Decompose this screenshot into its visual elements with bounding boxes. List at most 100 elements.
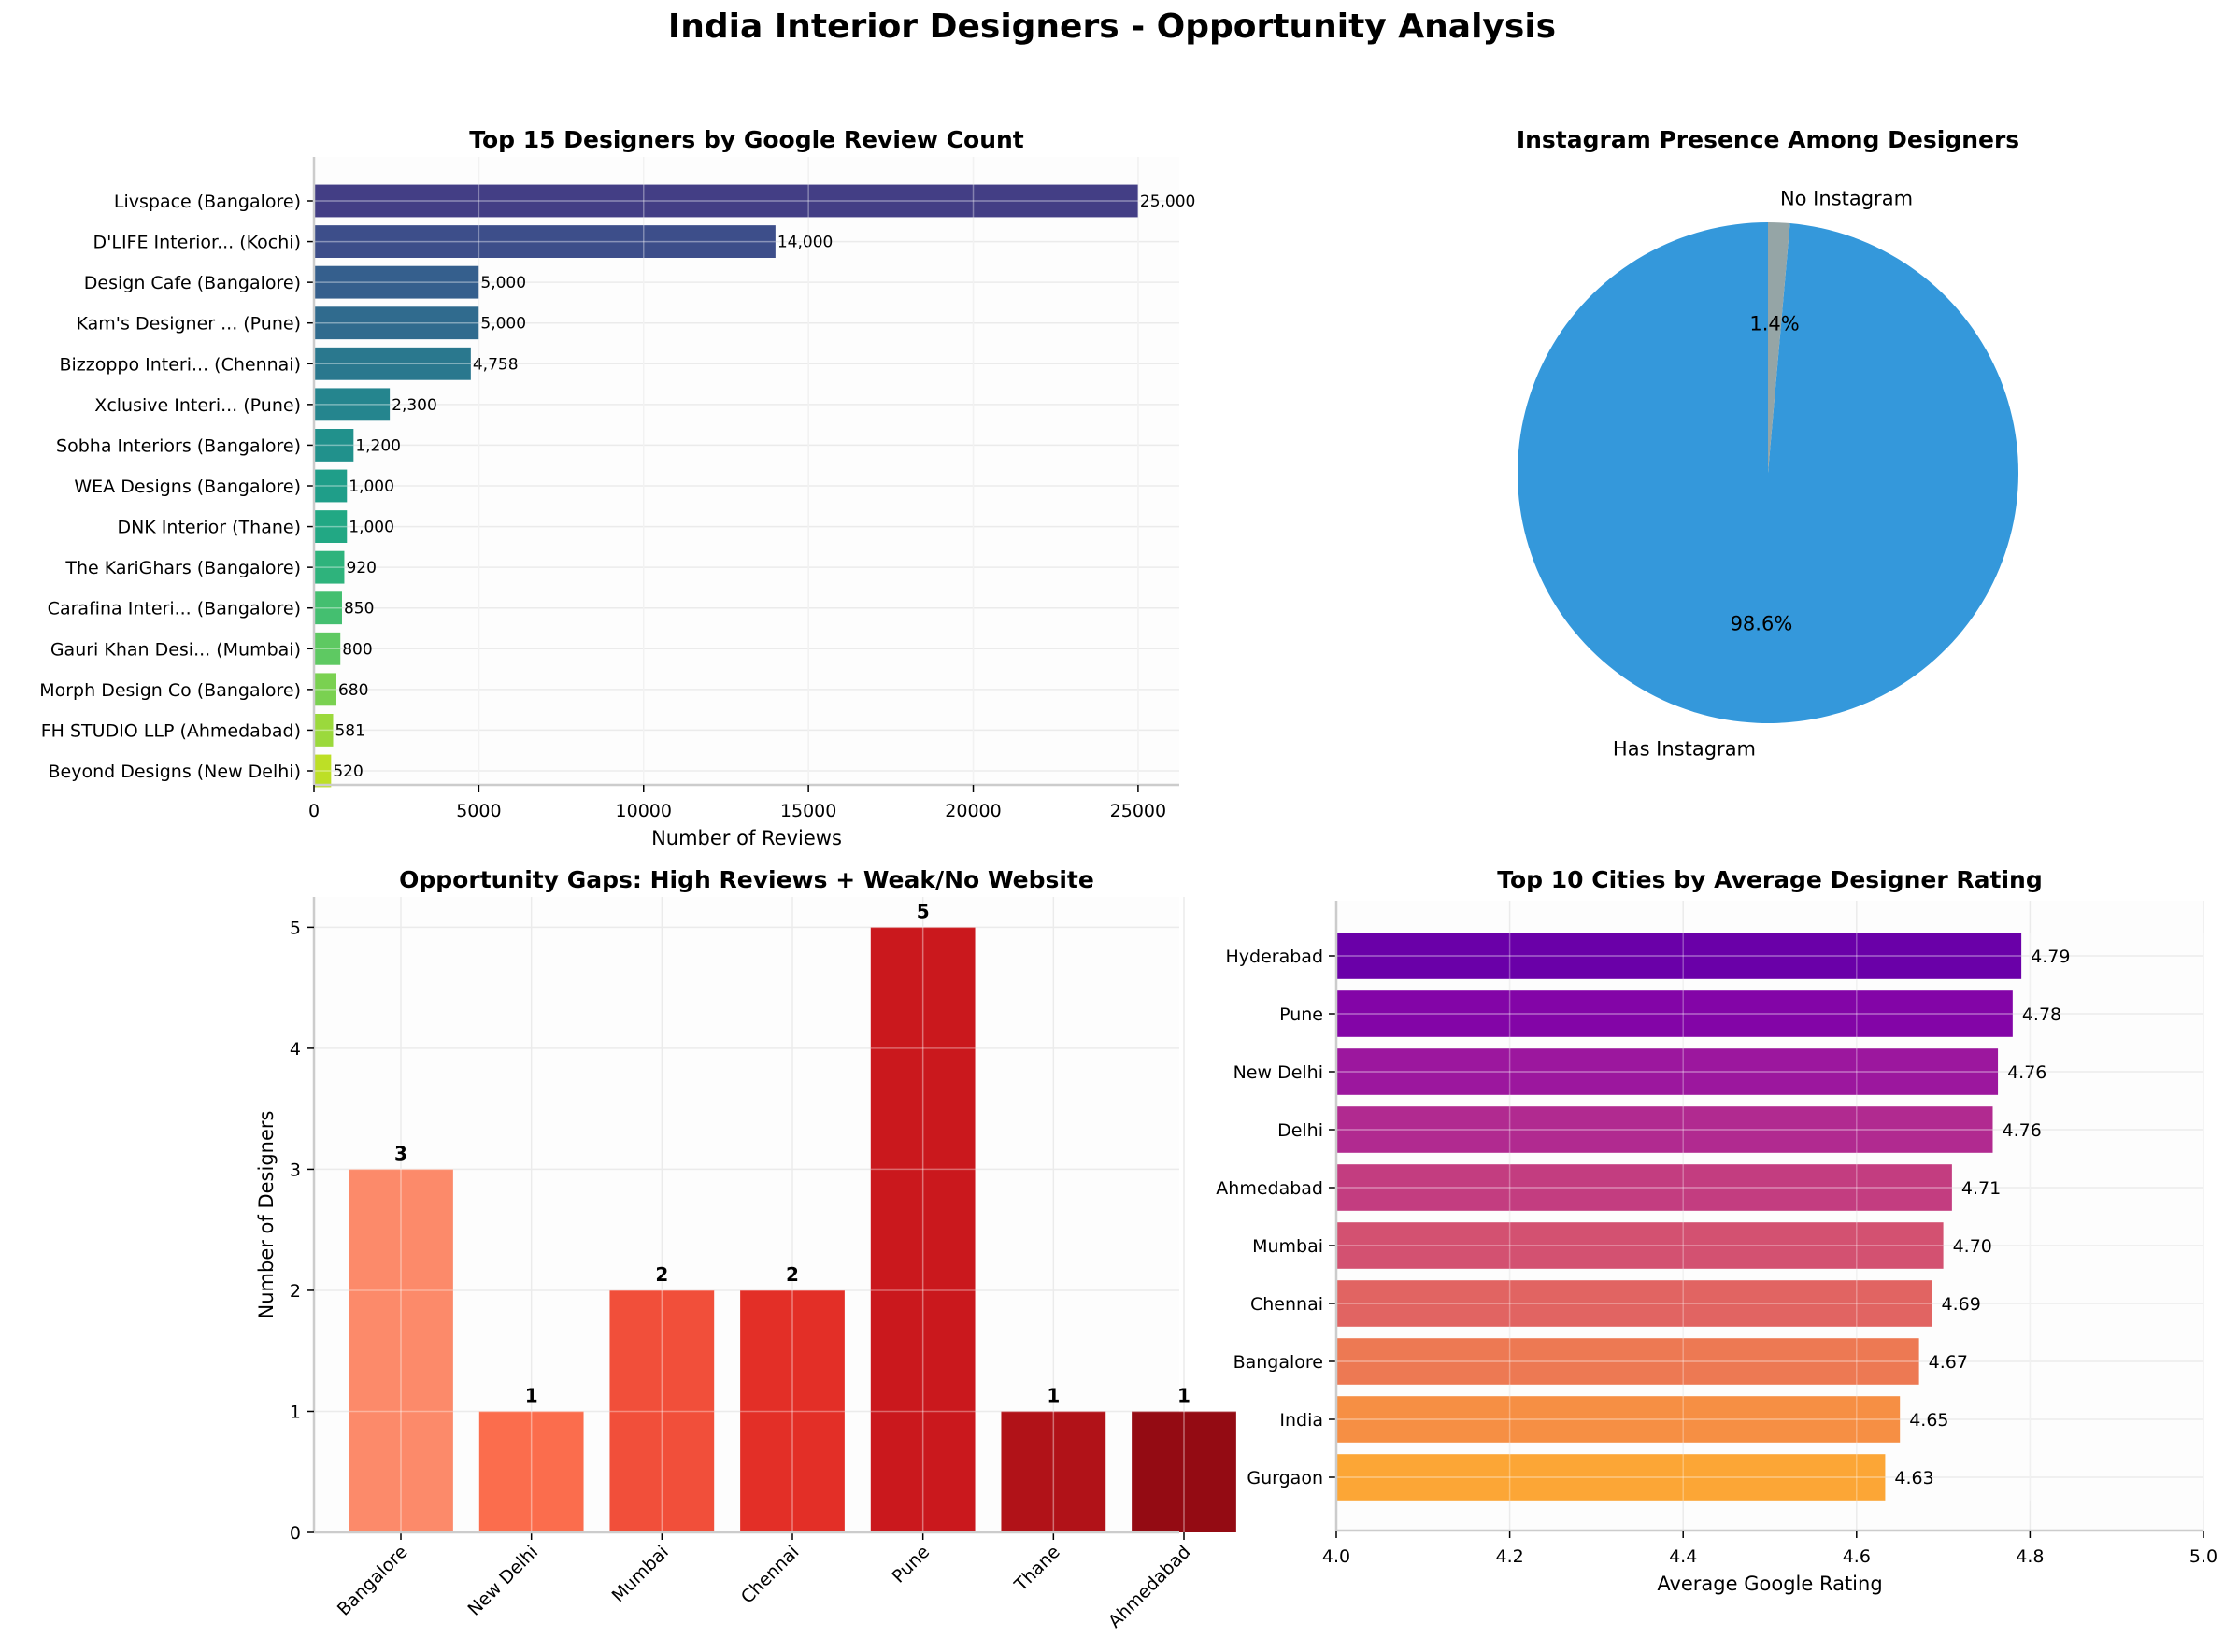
bar-value-label: 1 bbox=[1177, 1384, 1190, 1406]
y-tick-label: Delhi bbox=[1277, 1120, 1323, 1141]
chart-title: Opportunity Gaps: High Reviews + Weak/No… bbox=[399, 866, 1094, 893]
bar-value-label: 680 bbox=[338, 681, 368, 700]
bar bbox=[314, 469, 348, 503]
bar-value-label: 1,000 bbox=[349, 477, 394, 496]
bar-value-label: 4.67 bbox=[1929, 1352, 1968, 1373]
bar bbox=[740, 1289, 845, 1532]
bar-value-label: 920 bbox=[346, 559, 376, 577]
pie-label: No Instagram bbox=[1780, 187, 1913, 209]
instagram-pie-chart: Instagram Presence Among Designers Has In… bbox=[1517, 126, 2019, 761]
x-tick-label: Ahmedabad bbox=[1105, 1542, 1195, 1632]
bar bbox=[314, 550, 345, 584]
bar bbox=[870, 927, 976, 1532]
x-tick-label: 4.8 bbox=[2016, 1546, 2044, 1567]
bar-value-label: 1,000 bbox=[349, 519, 394, 537]
bar bbox=[314, 510, 348, 543]
pie-label: Has Instagram bbox=[1613, 738, 1756, 761]
y-tick-label: New Delhi bbox=[1233, 1062, 1323, 1083]
bar-value-label: 4.70 bbox=[1953, 1236, 1992, 1257]
pie-slice bbox=[1768, 222, 1790, 473]
bar-value-label: 14,000 bbox=[777, 234, 833, 252]
y-axis-label: Number of Designers bbox=[255, 1111, 278, 1319]
y-tick-label: WEA Designs (Bangalore) bbox=[74, 477, 301, 497]
y-tick-label: Livspace (Bangalore) bbox=[114, 192, 301, 212]
bar-value-label: 4.65 bbox=[1909, 1410, 1948, 1431]
pie-pct-label: 1.4% bbox=[1749, 312, 1799, 335]
bar-value-label: 4.71 bbox=[1961, 1178, 2001, 1199]
x-tick-label: 4.4 bbox=[1669, 1546, 1697, 1567]
bar bbox=[349, 1169, 453, 1532]
y-tick-label: The KariGhars (Bangalore) bbox=[64, 558, 301, 578]
x-tick-label: 15000 bbox=[780, 801, 836, 821]
y-tick-label: 3 bbox=[290, 1160, 301, 1180]
y-tick-label: 4 bbox=[290, 1039, 301, 1060]
bar bbox=[314, 714, 334, 747]
x-tick-label: 4.6 bbox=[1843, 1546, 1871, 1567]
y-tick-label: Ahmedabad bbox=[1216, 1178, 1323, 1199]
x-axis-label: Average Google Rating bbox=[1657, 1573, 1882, 1595]
y-tick-label: 2 bbox=[290, 1281, 301, 1302]
bar bbox=[314, 632, 341, 665]
x-tick-label: Mumbai bbox=[608, 1542, 673, 1606]
x-tick-label: 5000 bbox=[456, 801, 501, 821]
y-tick-label: Mumbai bbox=[1252, 1236, 1323, 1257]
y-tick-label: Xclusive Interi... (Pune) bbox=[94, 395, 301, 416]
bar bbox=[314, 388, 391, 421]
bar bbox=[314, 754, 332, 788]
bar bbox=[314, 429, 354, 462]
opportunity-gaps-chart: Opportunity Gaps: High Reviews + Weak/No… bbox=[255, 866, 1236, 1632]
bar-value-label: 850 bbox=[344, 600, 374, 619]
x-tick-label: New Delhi bbox=[463, 1542, 542, 1620]
figure-title: India Interior Designers - Opportunity A… bbox=[667, 7, 1557, 46]
bar bbox=[1336, 1454, 1886, 1501]
y-tick-label: Chennai bbox=[1250, 1294, 1323, 1315]
bar bbox=[1336, 1280, 1932, 1327]
bar bbox=[314, 673, 336, 706]
bar bbox=[609, 1289, 715, 1532]
bar-value-label: 4,758 bbox=[473, 355, 519, 374]
x-tick-label: Bangalore bbox=[334, 1542, 412, 1620]
x-tick-label: 0 bbox=[308, 801, 320, 821]
bar-value-label: 4.69 bbox=[1942, 1294, 1981, 1315]
pie-pct-label: 98.6% bbox=[1731, 613, 1793, 635]
x-tick-label: 25000 bbox=[1110, 801, 1166, 821]
y-tick-label: Carafina Interi... (Bangalore) bbox=[48, 599, 301, 620]
x-axis-label: Number of Reviews bbox=[651, 827, 842, 849]
x-tick-label: Chennai bbox=[737, 1542, 804, 1608]
bar bbox=[314, 265, 479, 299]
bar-value-label: 25,000 bbox=[1140, 192, 1195, 211]
bar-value-label: 4.76 bbox=[2007, 1062, 2046, 1083]
bar bbox=[314, 591, 342, 625]
y-tick-label: Hyderabad bbox=[1226, 947, 1324, 967]
x-tick-label: Pune bbox=[888, 1542, 934, 1588]
bar-value-label: 2 bbox=[655, 1263, 668, 1286]
plot-background bbox=[314, 157, 1179, 785]
x-tick-label: 10000 bbox=[616, 801, 672, 821]
bar bbox=[314, 347, 471, 380]
bar-value-label: 1 bbox=[1047, 1384, 1060, 1406]
y-tick-label: Design Cafe (Bangalore) bbox=[84, 273, 301, 293]
bar bbox=[1336, 990, 2013, 1037]
y-tick-label: DNK Interior (Thane) bbox=[117, 518, 301, 538]
y-tick-label: 0 bbox=[290, 1523, 301, 1544]
bar bbox=[1336, 1222, 1944, 1269]
x-tick-label: 4.0 bbox=[1322, 1546, 1350, 1567]
bar-value-label: 2,300 bbox=[392, 396, 437, 415]
y-tick-label: Bangalore bbox=[1233, 1352, 1323, 1373]
y-tick-label: Bizzoppo Interi... (Chennai) bbox=[59, 354, 301, 375]
y-tick-label: Gurgaon bbox=[1247, 1468, 1323, 1488]
bar bbox=[1336, 1338, 1919, 1385]
bar bbox=[1336, 1106, 1993, 1153]
y-tick-label: Morph Design Co (Bangalore) bbox=[39, 680, 301, 701]
bar bbox=[314, 306, 479, 340]
bar-value-label: 1,200 bbox=[355, 436, 401, 455]
bar bbox=[1132, 1411, 1236, 1532]
y-tick-label: D'LIFE Interior... (Kochi) bbox=[93, 233, 301, 253]
x-tick-label: 5.0 bbox=[2189, 1546, 2217, 1567]
bar-value-label: 5 bbox=[917, 900, 930, 922]
city-ratings-chart: Top 10 Cities by Average Designer Rating… bbox=[1216, 866, 2217, 1595]
chart-title: Top 10 Cities by Average Designer Rating bbox=[1497, 866, 2043, 893]
reviews-chart: Top 15 Designers by Google Review Count 2… bbox=[39, 126, 1195, 849]
chart-title: Top 15 Designers by Google Review Count bbox=[469, 126, 1024, 153]
